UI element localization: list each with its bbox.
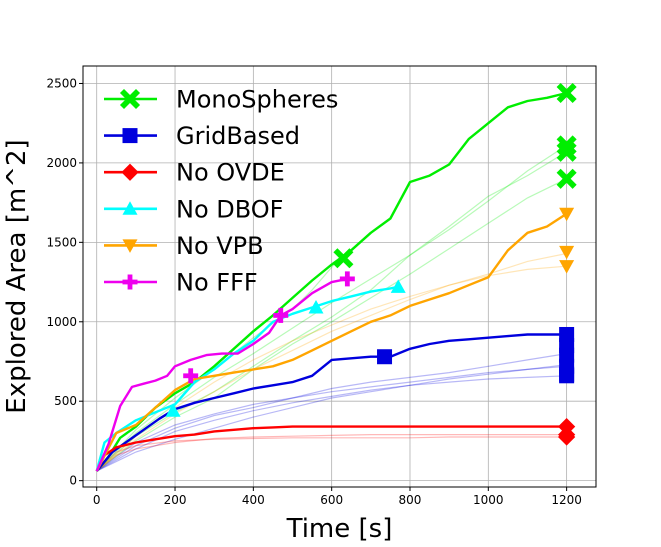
x-tick-label: 800: [399, 493, 422, 507]
y-tick-label: 1000: [46, 315, 77, 329]
diamond-marker: [558, 428, 576, 446]
y-axis-label: Explored Area [m^2]: [2, 139, 32, 413]
series-line: [95, 277, 348, 472]
square-marker: [377, 349, 393, 365]
x-marker: [556, 82, 577, 104]
end-markers: [165, 82, 577, 446]
x-tick-label: 1000: [473, 493, 504, 507]
plot-frame: [82, 65, 597, 488]
triangle-down-marker: [122, 239, 138, 253]
triangle-up-marker: [122, 201, 138, 215]
plus-marker: [122, 274, 138, 290]
series-line: [95, 333, 567, 472]
y-tick-label: 2000: [46, 156, 77, 170]
triangle-down-marker: [559, 260, 575, 274]
x-tick-label: 400: [242, 493, 265, 507]
faint-run-line: [96, 364, 567, 472]
legend-label: No DBOF: [176, 195, 283, 223]
square-marker: [559, 368, 575, 384]
y-tick-label: 2500: [46, 76, 77, 90]
x-marker-stroke: [556, 141, 577, 162]
x-marker-stroke: [119, 88, 141, 110]
x-axis-label: Time [s]: [286, 514, 393, 544]
faint-run-line: [96, 436, 567, 472]
x-tick-label: 600: [320, 493, 343, 507]
legend: MonoSpheres GridBased No OVDE No DBOF No VPB…: [104, 86, 338, 297]
series-line: [95, 425, 567, 472]
triangle-down-marker: [559, 245, 575, 260]
x-marker: [556, 168, 577, 189]
faint-run-line: [96, 365, 567, 472]
triangle-down-marker: [559, 207, 575, 222]
square-marker: [122, 128, 138, 144]
faint-run-line: [96, 434, 567, 472]
legend-label: No OVDE: [176, 159, 285, 187]
x-marker: [119, 88, 141, 110]
triangle-up-marker: [165, 403, 181, 417]
x-marker-stroke: [556, 168, 577, 189]
triangle-up-marker: [308, 299, 324, 314]
legend-label: GridBased: [176, 122, 300, 150]
series-line: [95, 285, 399, 472]
y-tick-label: 500: [54, 394, 77, 408]
axis-ticks: 0 200 400 600 800 1000 1200 0 500 1000 1500 2000 250…: [46, 76, 581, 507]
legend-label: MonoSpheres: [176, 86, 338, 114]
x-marker-stroke: [333, 248, 354, 269]
x-marker: [333, 248, 354, 269]
legend-label: No VPB: [176, 232, 264, 260]
series-line: [95, 212, 568, 472]
x-tick-label: 0: [93, 493, 101, 507]
series-lines: [95, 91, 568, 472]
faint-run-line: [96, 353, 567, 472]
triangle-up-marker: [390, 279, 406, 293]
plus-marker: [339, 271, 355, 287]
plus-marker: [183, 368, 199, 384]
x-marker-stroke: [556, 82, 577, 104]
faint-run-line: [96, 375, 567, 472]
x-tick-label: 200: [164, 493, 187, 507]
diamond-marker: [121, 163, 139, 181]
plus-marker: [273, 307, 289, 323]
y-tick-label: 0: [69, 474, 77, 488]
x-tick-label: 1200: [551, 493, 582, 507]
faint-run-line: [96, 178, 567, 472]
legend-label: No FFF: [176, 269, 258, 297]
y-tick-label: 1500: [46, 235, 77, 249]
x-marker: [556, 141, 577, 162]
grid: [83, 66, 596, 487]
